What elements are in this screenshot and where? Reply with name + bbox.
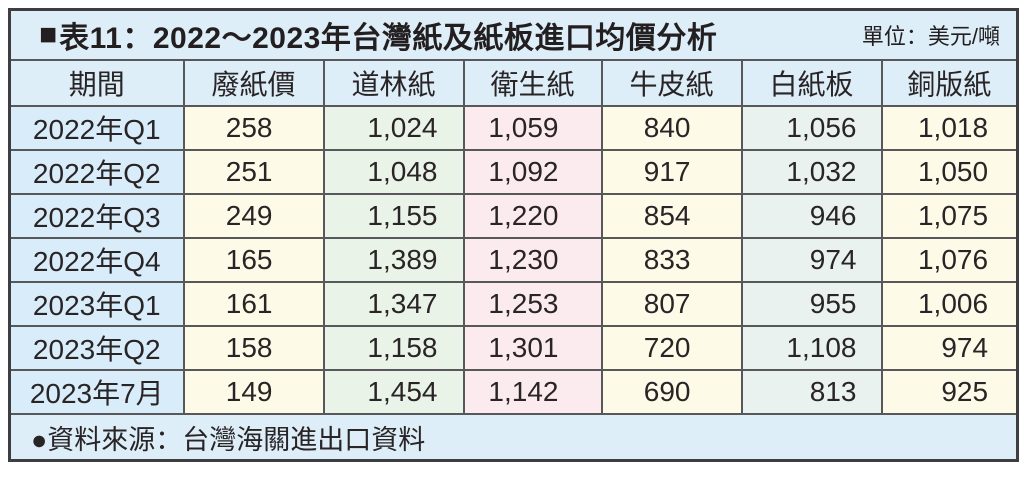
table-title: 表11：2022～2023年台灣紙及紙板進口均價分析 bbox=[59, 22, 718, 55]
value-cell: 1,158 bbox=[322, 325, 465, 371]
value-cell: 1,108 bbox=[740, 325, 883, 371]
value-cell: 1,230 bbox=[462, 237, 603, 283]
title-cell: ■ 表11：2022～2023年台灣紙及紙板進口均價分析 單位：美元/噸 bbox=[8, 8, 1019, 61]
value-cell: 955 bbox=[740, 281, 883, 327]
value-cell: 158 bbox=[182, 325, 325, 371]
column-header-tissue-paper: 衛生紙 bbox=[462, 59, 603, 107]
column-header-kraft-paper: 牛皮紙 bbox=[600, 59, 743, 107]
period-cell: 2023年7月 bbox=[8, 369, 185, 415]
value-cell: 1,018 bbox=[880, 105, 1019, 151]
value-cell: 1,301 bbox=[462, 325, 603, 371]
value-cell: 917 bbox=[600, 149, 743, 195]
header-row: 期間 廢紙價 道林紙 衛生紙 牛皮紙 白紙板 銅版紙 bbox=[8, 59, 1019, 107]
period-cell: 2023年Q2 bbox=[8, 325, 185, 371]
value-cell: 1,075 bbox=[880, 193, 1019, 239]
table-row: 2023年Q2 158 1,158 1,301 720 1,108 974 bbox=[8, 325, 1019, 371]
value-cell: 974 bbox=[880, 325, 1019, 371]
value-cell: 1,220 bbox=[462, 193, 603, 239]
footer-row: ●資料來源：台灣海關進出口資料 bbox=[8, 413, 1019, 462]
value-cell: 1,050 bbox=[880, 149, 1019, 195]
column-header-period: 期間 bbox=[8, 59, 185, 107]
value-cell: 149 bbox=[182, 369, 325, 415]
value-cell: 1,056 bbox=[740, 105, 883, 151]
value-cell: 946 bbox=[740, 193, 883, 239]
column-header-woodfree-paper: 道林紙 bbox=[322, 59, 465, 107]
value-cell: 1,006 bbox=[880, 281, 1019, 327]
column-header-white-paperboard: 白紙板 bbox=[740, 59, 883, 107]
value-cell: 1,142 bbox=[462, 369, 603, 415]
value-cell: 807 bbox=[600, 281, 743, 327]
table-row: 2022年Q3 249 1,155 1,220 854 946 1,075 bbox=[8, 193, 1019, 239]
value-cell: 1,155 bbox=[322, 193, 465, 239]
table-row: 2022年Q4 165 1,389 1,230 833 974 1,076 bbox=[8, 237, 1019, 283]
period-cell: 2022年Q4 bbox=[8, 237, 185, 283]
value-cell: 840 bbox=[600, 105, 743, 151]
source-note: ●資料來源：台灣海關進出口資料 bbox=[8, 413, 1019, 462]
value-cell: 1,048 bbox=[322, 149, 465, 195]
value-cell: 925 bbox=[880, 369, 1019, 415]
value-cell: 833 bbox=[600, 237, 743, 283]
value-cell: 1,454 bbox=[322, 369, 465, 415]
value-cell: 1,389 bbox=[322, 237, 465, 283]
value-cell: 813 bbox=[740, 369, 883, 415]
value-cell: 1,347 bbox=[322, 281, 465, 327]
value-cell: 974 bbox=[740, 237, 883, 283]
value-cell: 1,032 bbox=[740, 149, 883, 195]
title-bar: ■ 表11：2022～2023年台灣紙及紙板進口均價分析 單位：美元/噸 bbox=[12, 13, 1016, 57]
value-cell: 258 bbox=[182, 105, 325, 151]
value-cell: 1,059 bbox=[462, 105, 603, 151]
value-cell: 690 bbox=[600, 369, 743, 415]
value-cell: 161 bbox=[182, 281, 325, 327]
value-cell: 1,253 bbox=[462, 281, 603, 327]
table-row: 2023年Q1 161 1,347 1,253 807 955 1,006 bbox=[8, 281, 1019, 327]
value-cell: 1,024 bbox=[322, 105, 465, 151]
period-cell: 2022年Q1 bbox=[8, 105, 185, 151]
value-cell: 1,076 bbox=[880, 237, 1019, 283]
unit-label: 單位：美元/噸 bbox=[861, 24, 1001, 49]
column-header-coated-paper: 銅版紙 bbox=[880, 59, 1019, 107]
title-row: ■ 表11：2022～2023年台灣紙及紙板進口均價分析 單位：美元/噸 bbox=[8, 8, 1019, 61]
value-cell: 1,092 bbox=[462, 149, 603, 195]
import-price-table: ■ 表11：2022～2023年台灣紙及紙板進口均價分析 單位：美元/噸 期間 … bbox=[8, 8, 1020, 462]
value-cell: 720 bbox=[600, 325, 743, 371]
value-cell: 251 bbox=[182, 149, 325, 195]
table-row: 2023年7月 149 1,454 1,142 690 813 925 bbox=[8, 369, 1019, 415]
period-cell: 2023年Q1 bbox=[8, 281, 185, 327]
value-cell: 854 bbox=[600, 193, 743, 239]
value-cell: 165 bbox=[182, 237, 325, 283]
black-square-icon: ■ bbox=[39, 18, 58, 51]
column-header-waste-paper: 廢紙價 bbox=[182, 59, 325, 107]
value-cell: 249 bbox=[182, 193, 325, 239]
table-row: 2022年Q2 251 1,048 1,092 917 1,032 1,050 bbox=[8, 149, 1019, 195]
period-cell: 2022年Q3 bbox=[8, 193, 185, 239]
table-row: 2022年Q1 258 1,024 1,059 840 1,056 1,018 bbox=[8, 105, 1019, 151]
period-cell: 2022年Q2 bbox=[8, 149, 185, 195]
